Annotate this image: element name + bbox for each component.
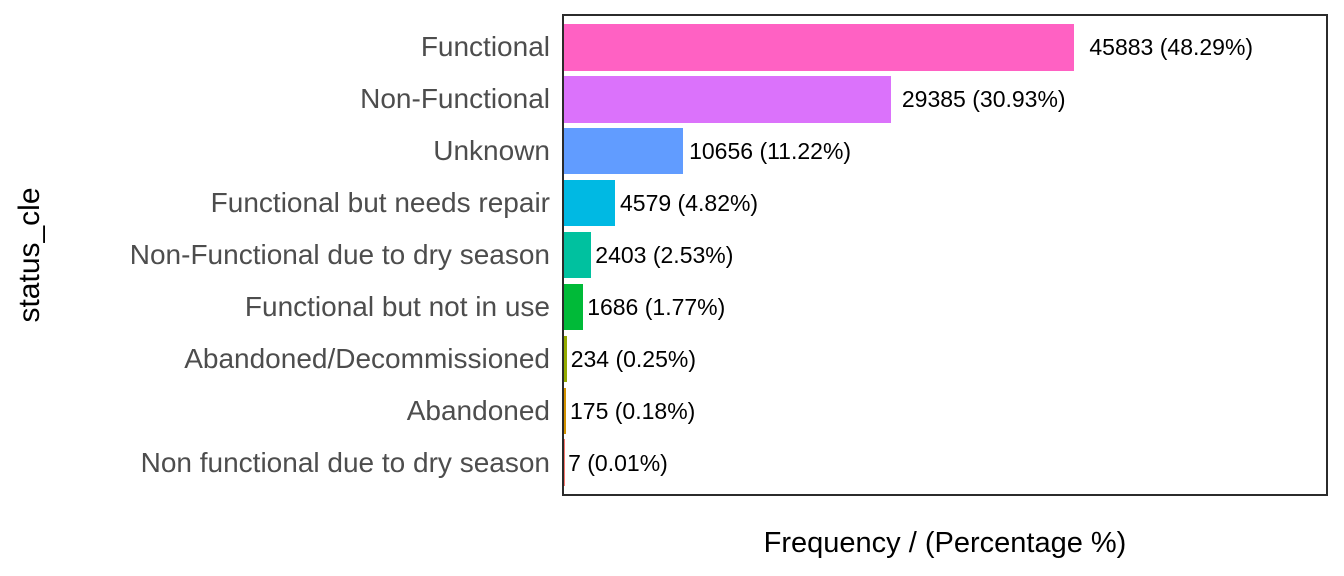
- bar-value-label-7: 175 (0.18%): [570, 397, 696, 424]
- category-label-4: Non-Functional due to dry season: [129, 239, 550, 270]
- bar-value-label-3: 4579 (4.82%): [620, 190, 759, 216]
- bar-value-label-8: 7 (0.01%): [568, 449, 668, 476]
- bar-1: [564, 75, 891, 123]
- bar-5: [564, 283, 583, 331]
- category-label-6: Abandoned/Decommissioned: [184, 342, 550, 374]
- bar-value-label-4: 2403 (2.53%): [595, 242, 734, 268]
- bar-7: [564, 387, 566, 435]
- bar-4: [564, 231, 591, 279]
- bar-2: [564, 127, 683, 175]
- bar-value-label-5: 1686 (1.77%): [587, 294, 726, 320]
- bar-value-label-0: 45883 (48.29%): [1089, 34, 1254, 61]
- bar-3: [564, 179, 615, 227]
- category-label-1: Non-Functional: [360, 83, 550, 115]
- bar-0: [564, 23, 1075, 71]
- plot-panel: 45883 (48.29%) 29385 (30.93%) 10656 (11.22…: [562, 14, 1328, 496]
- bar-6: [564, 335, 567, 383]
- category-label-0: Functional: [420, 31, 550, 63]
- category-label-5: Functional but not in use: [244, 291, 550, 322]
- category-label-7: Abandoned: [406, 394, 550, 426]
- category-label-3: Functional but needs repair: [210, 187, 550, 218]
- bar-value-label-1: 29385 (30.93%): [901, 86, 1066, 113]
- category-label-2: Unknown: [433, 135, 550, 167]
- x-axis-title: Frequency / (Percentage %): [763, 527, 1127, 559]
- category-label-8: Non functional due to dry season: [140, 446, 550, 478]
- bar-value-label-6: 234 (0.25%): [570, 345, 696, 372]
- bar-value-label-2: 10656 (11.22%): [689, 138, 852, 165]
